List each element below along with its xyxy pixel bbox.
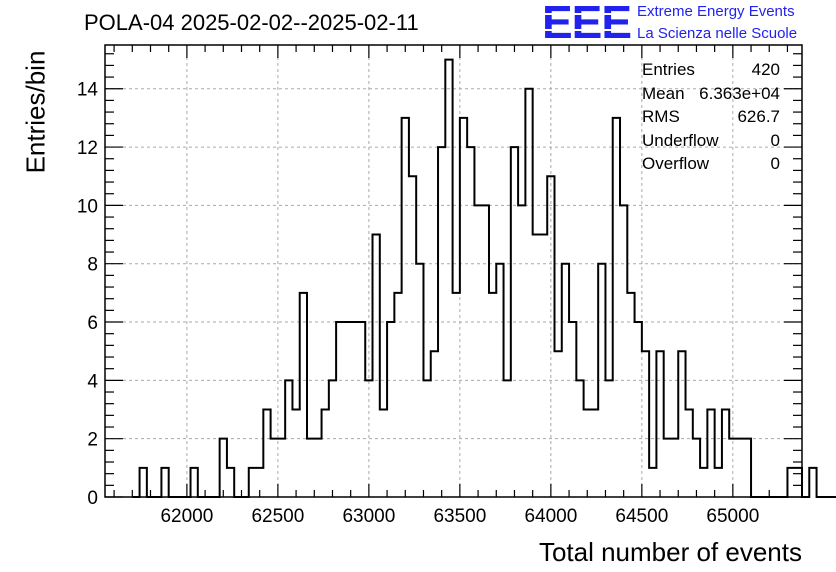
stat-value: 6.363e+04 <box>699 83 780 103</box>
logo-tagline-1: Extreme Energy Events <box>637 3 795 20</box>
y-tick-label: 2 <box>87 430 98 451</box>
axis-ticks <box>105 45 802 498</box>
logo-stripe <box>542 29 636 31</box>
stats-row-overflow: Overflow 0 <box>640 154 780 178</box>
x-axis-label: Total number of events <box>538 537 802 567</box>
x-tick-label: 62000 <box>160 506 213 527</box>
x-tick-label: 63000 <box>342 506 395 527</box>
stat-value: 626.7 <box>737 107 780 126</box>
eee-logo-text: EEE <box>542 0 632 44</box>
stat-name: Overflow <box>642 154 710 173</box>
chart-title: POLA-04 2025-02-02--2025-02-11 <box>84 10 419 35</box>
y-tick-label: 4 <box>87 371 98 392</box>
stats-row-rms: RMS 626.7 <box>640 107 780 131</box>
stats-row-entries: Entries 420 <box>640 60 780 84</box>
stat-name: RMS <box>642 107 680 126</box>
stats-row-underflow: Underflow 0 <box>640 131 780 155</box>
stat-name: Underflow <box>642 130 719 150</box>
logo-stripe <box>542 13 636 15</box>
stat-value: 0 <box>770 130 780 150</box>
y-tick-label: 14 <box>77 80 99 101</box>
x-tick-label: 65000 <box>706 506 759 527</box>
tick-labels: 62000 62500 63000 63500 64000 64500 65000 0 2 4 6 8… <box>77 80 759 527</box>
y-tick-label: 10 <box>77 196 98 217</box>
stat-name: Mean <box>642 83 685 103</box>
plot-frame <box>104 44 803 498</box>
histogram-outline <box>132 58 836 498</box>
y-axis-label: Entries/bin <box>20 50 51 174</box>
x-tick-label: 64500 <box>615 506 668 527</box>
stat-name: Entries <box>642 60 695 79</box>
x-tick-label: 64000 <box>524 506 577 527</box>
stat-value: 420 <box>751 60 780 79</box>
y-tick-label: 8 <box>87 255 98 276</box>
y-tick-label: 0 <box>87 488 98 509</box>
y-tick-label: 12 <box>77 138 98 159</box>
stats-box: Entries 420 Mean 6.363e+04 RMS 626.7 Und… <box>640 60 780 178</box>
y-tick-label: 6 <box>87 313 98 334</box>
x-tick-label: 62500 <box>251 506 304 527</box>
stat-value: 0 <box>770 154 780 173</box>
x-tick-label: 63500 <box>433 506 486 527</box>
eee-logo: EEE <box>542 0 636 44</box>
logo-tagline-2: La Scienza nelle Scuole <box>637 25 798 42</box>
stats-row-mean: Mean 6.363e+04 <box>640 84 780 108</box>
